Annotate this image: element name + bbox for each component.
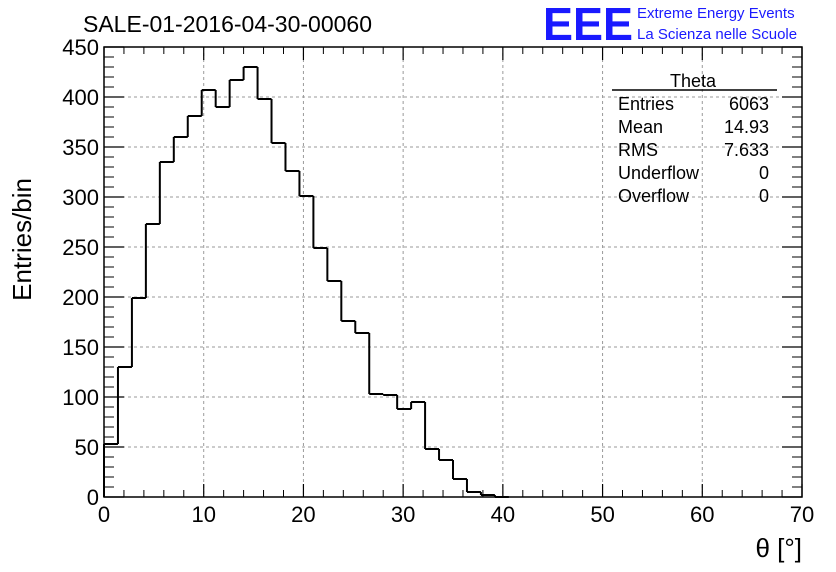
eee-logo-mark: EEE: [543, 0, 633, 50]
stats-row-value: 0: [759, 186, 769, 206]
x-axis-label: θ [°]: [755, 533, 802, 563]
x-tick-label: 40: [491, 502, 515, 527]
y-tick-label: 300: [62, 185, 99, 210]
axis-ticks: [103, 46, 803, 498]
y-tick-label: 150: [62, 335, 99, 360]
stats-row-label: RMS: [618, 140, 658, 160]
y-tick-label: 250: [62, 235, 99, 260]
x-tick-label: 10: [191, 502, 215, 527]
eee-logo-line2: La Scienza nelle Scuole: [637, 26, 797, 43]
stats-row-label: Entries: [618, 94, 674, 114]
stats-row-label: Overflow: [618, 186, 690, 206]
stats-row-label: Underflow: [618, 163, 700, 183]
y-tick-label: 0: [87, 485, 99, 510]
x-tick-label: 60: [690, 502, 714, 527]
stats-row-label: Mean: [618, 117, 663, 137]
grid-lines: [104, 47, 802, 497]
y-tick-label: 350: [62, 135, 99, 160]
y-tick-label: 100: [62, 385, 99, 410]
x-tick-label: 20: [291, 502, 315, 527]
x-tick-label: 0: [98, 502, 110, 527]
stats-rows: Entries 6063 Mean 14.93 RMS 7.633 Underflow 0 Ov…: [618, 94, 769, 206]
x-tick-label: 50: [590, 502, 614, 527]
eee-logo-line1: Extreme Energy Events: [637, 5, 795, 22]
stats-row-value: 0: [759, 163, 769, 183]
y-axis-label: Entries/bin: [7, 178, 37, 301]
y-tick-label: 200: [62, 285, 99, 310]
stats-row-value: 14.93: [724, 117, 769, 137]
stats-box-title: Theta: [670, 71, 717, 91]
x-tick-label: 30: [391, 502, 415, 527]
histogram-layer: [103, 66, 509, 498]
plot-frame: [103, 46, 803, 498]
x-tick-label: 70: [790, 502, 814, 527]
y-tick-label: 450: [62, 35, 99, 60]
stats-box: Theta Entries 6063 Mean 14.93 RMS 7.633 Underf…: [612, 71, 777, 206]
stats-row-value: 7.633: [724, 140, 769, 160]
y-tick-label: 50: [75, 435, 99, 460]
y-tick-label: 400: [62, 85, 99, 110]
stats-row-value: 6063: [729, 94, 769, 114]
eee-logo: EEE Extreme Energy Events La Scienza nel…: [543, 0, 797, 50]
chart-title: SALE-01-2016-04-30-00060: [83, 11, 372, 37]
tick-labels: 0 10 20 30 40 50 60 70 0 50 100 150 200 250 300 350 400 4…: [62, 35, 814, 527]
